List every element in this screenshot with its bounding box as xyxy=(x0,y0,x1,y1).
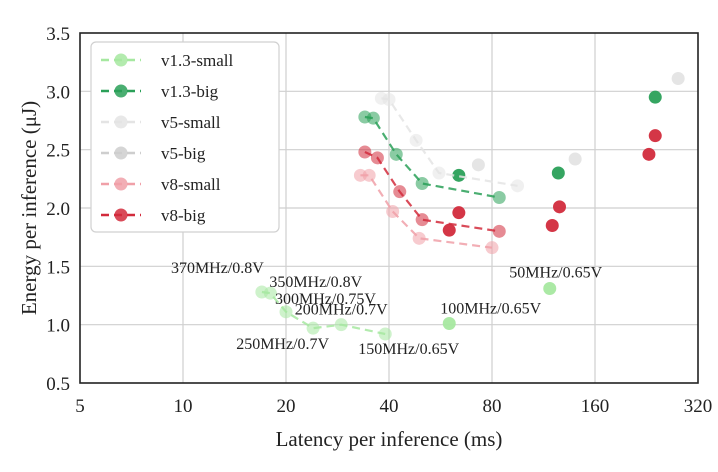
data-point xyxy=(389,147,403,161)
data-point xyxy=(279,305,293,319)
data-point xyxy=(442,317,456,330)
annotation-label: 50MHz/0.65V xyxy=(509,265,602,282)
axis-ticks: 5 10 20 40 80 160 320 0.5 1.0 1.5 2.0 2.5 3.0 3.5 xyxy=(46,24,712,417)
annotation-label: 200MHz/0.7V xyxy=(295,302,388,319)
legend-item: v8-small xyxy=(101,175,221,194)
y-tick-label: 2.5 xyxy=(46,141,70,162)
annotation-label: 370MHz/0.8V xyxy=(171,260,264,277)
data-point xyxy=(382,93,396,106)
data-point xyxy=(452,206,466,220)
annotations: 370MHz/0.8V 350MHz/0.8V300MHz/0.75V200MHz… xyxy=(171,260,603,358)
plot-frame xyxy=(79,32,699,384)
data-point xyxy=(553,200,567,214)
legend-label: v5-big xyxy=(161,144,206,163)
series-v8-small xyxy=(353,168,499,255)
plot-area xyxy=(255,72,685,341)
annotation-label: 350MHz/0.8V xyxy=(269,274,362,291)
legend-marker xyxy=(114,146,128,160)
legend-marker xyxy=(114,177,128,191)
data-point xyxy=(432,166,446,180)
series-line xyxy=(381,97,518,187)
y-tick-label: 3.5 xyxy=(46,24,70,45)
data-point xyxy=(366,111,380,125)
legend-label: v8-small xyxy=(161,175,221,194)
legend-item: v1.3-small xyxy=(101,51,234,70)
x-tick-label: 10 xyxy=(174,396,193,417)
data-point xyxy=(545,219,559,232)
x-tick-label: 80 xyxy=(483,396,502,417)
data-point xyxy=(362,168,376,182)
data-point xyxy=(511,179,525,193)
data-point xyxy=(370,151,384,165)
annotation-label: 150MHz/0.65V xyxy=(358,341,459,358)
data-point xyxy=(452,168,466,182)
legend-item: v8-big xyxy=(101,206,206,225)
data-point xyxy=(671,72,685,85)
data-point xyxy=(334,318,348,332)
data-point xyxy=(648,90,662,104)
x-tick-label: 20 xyxy=(277,396,296,417)
series-v8-big xyxy=(358,129,662,238)
data-point xyxy=(648,129,662,143)
data-point xyxy=(442,223,456,237)
legend-marker xyxy=(114,115,128,129)
legend-marker xyxy=(114,53,128,67)
annotation-label: 250MHz/0.7V xyxy=(236,336,329,353)
data-point xyxy=(415,177,429,190)
data-point xyxy=(393,185,407,199)
y-tick-label: 3.0 xyxy=(46,82,70,103)
legend-label: v5-small xyxy=(161,113,221,132)
y-tick-label: 1.5 xyxy=(46,257,70,278)
y-tick-label: 0.5 xyxy=(46,374,70,395)
x-tick-label: 5 xyxy=(75,396,85,417)
legend: v1.3-small v1.3-big v5-small v5-big v8-small… xyxy=(90,41,280,233)
data-point xyxy=(485,241,499,255)
data-point xyxy=(543,282,557,295)
data-point xyxy=(551,166,565,180)
data-point xyxy=(415,213,429,227)
data-point xyxy=(471,158,485,172)
legend-item: v5-big xyxy=(101,144,206,163)
x-tick-label: 40 xyxy=(380,396,399,417)
data-point xyxy=(568,152,582,166)
annotation-label: 100MHz/0.65V xyxy=(440,301,541,318)
data-point xyxy=(378,327,392,341)
y-tick-label: 1.0 xyxy=(46,316,70,337)
annotation-label: 300MHz/0.75V xyxy=(275,291,376,308)
data-point xyxy=(492,191,506,204)
legend-box xyxy=(90,41,280,233)
data-point xyxy=(492,224,506,238)
x-axis-label: Latency per inference (ms) xyxy=(276,427,503,451)
x-tick-label: 160 xyxy=(581,396,610,417)
series-line xyxy=(364,115,500,199)
y-axis-label: Energy per inference (μJ) xyxy=(17,101,41,315)
series-v1.3-big xyxy=(358,90,662,204)
data-point xyxy=(386,205,400,218)
data-point xyxy=(358,145,372,159)
legend-item: v1.3-big xyxy=(101,82,219,101)
data-point xyxy=(306,321,320,335)
legend-label: v8-big xyxy=(161,206,206,225)
series-v5-small xyxy=(374,72,685,193)
data-point xyxy=(412,231,426,245)
data-point xyxy=(642,147,656,161)
data-point xyxy=(263,286,277,300)
series-v1.3-small xyxy=(255,282,557,341)
x-tick-label: 320 xyxy=(684,396,713,417)
legend-label: v1.3-big xyxy=(161,82,219,101)
y-tick-label: 2.0 xyxy=(46,199,70,220)
legend-label: v1.3-small xyxy=(161,51,234,70)
legend-marker xyxy=(114,208,128,222)
legend-item: v5-small xyxy=(101,113,221,132)
grid xyxy=(80,33,698,383)
legend-marker xyxy=(114,84,128,98)
data-point xyxy=(409,133,423,147)
